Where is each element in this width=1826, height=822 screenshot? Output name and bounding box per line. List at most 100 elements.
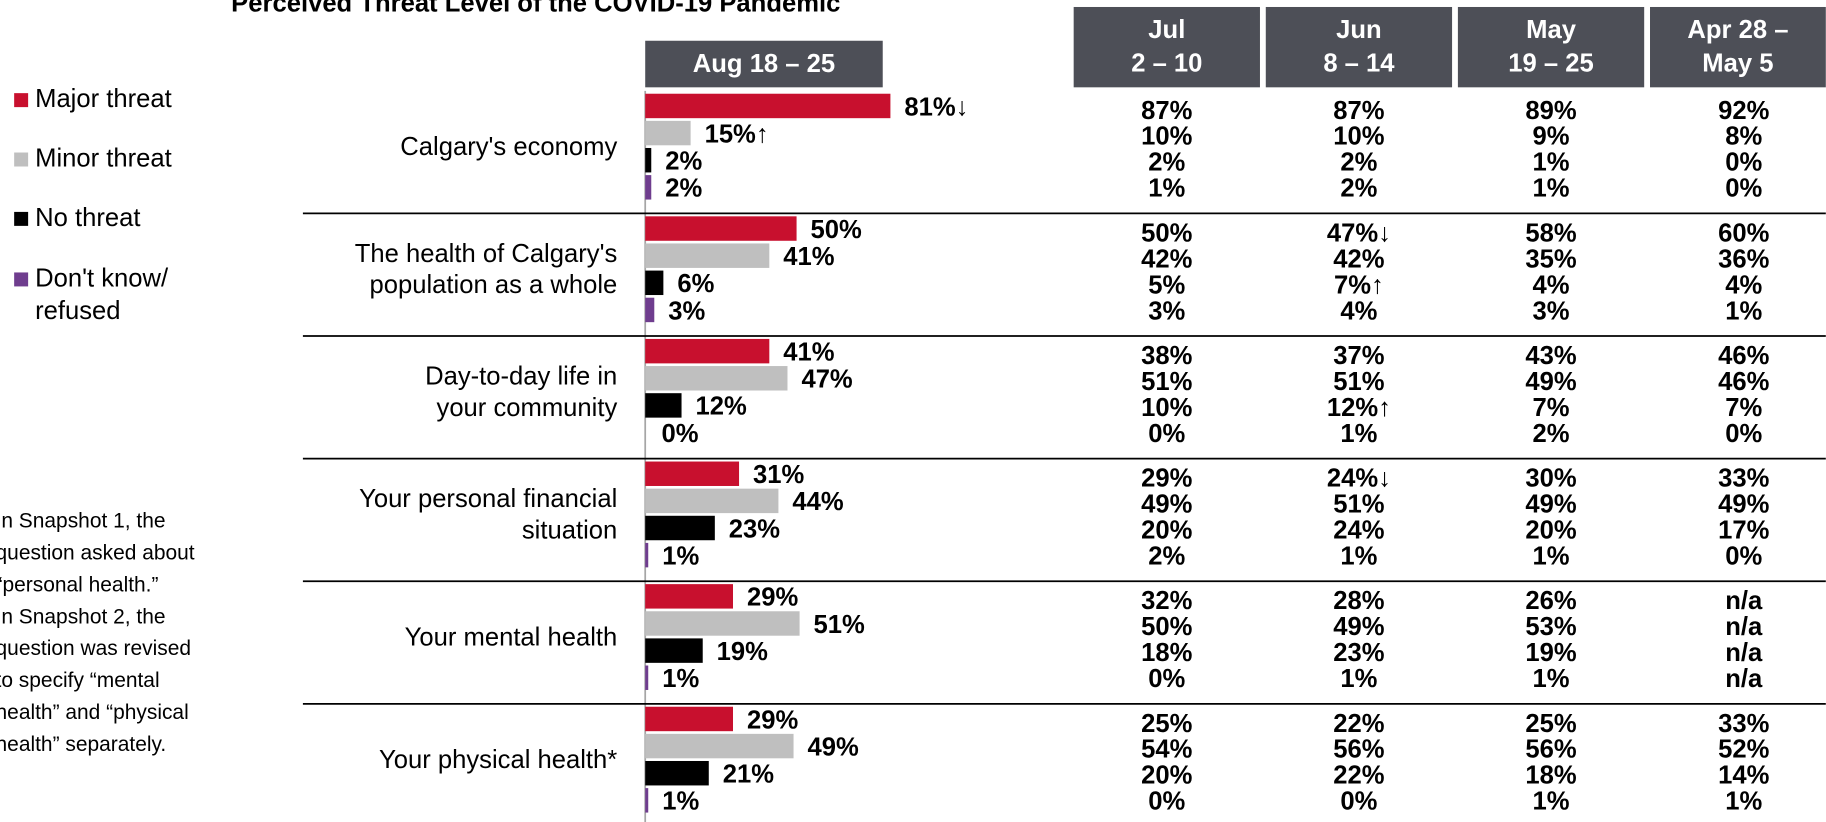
column-header: Jun 8 – 14	[1323, 16, 1395, 78]
table-cell: 1%	[1533, 174, 1570, 202]
value-label: 47%	[801, 365, 852, 393]
table-cell: 1%	[1340, 420, 1377, 448]
table-cell: 3%	[1148, 297, 1185, 325]
table-cell: 20%	[1141, 516, 1192, 544]
bar	[645, 665, 649, 690]
table-cell: 32%	[1141, 587, 1192, 615]
value-label: 41%	[783, 338, 834, 366]
bar	[645, 733, 794, 759]
table-cell: 1%	[1725, 787, 1762, 815]
table-cell: 19%	[1525, 639, 1576, 667]
table-cell: 24%	[1333, 516, 1384, 544]
table-cell: 22%	[1333, 761, 1384, 789]
value-label: 41%	[783, 243, 834, 271]
table-cell: 0%	[1340, 787, 1377, 815]
table-cell: 51%	[1141, 368, 1192, 396]
table-cell: 37%	[1333, 342, 1384, 370]
value-label: 2%	[665, 147, 702, 175]
table-cell: 60%	[1718, 219, 1769, 247]
table-cell: n/a	[1725, 665, 1763, 693]
legend-label: Don't know/refused	[35, 264, 169, 325]
table-cell: 35%	[1525, 245, 1576, 273]
value-label: 29%	[747, 706, 798, 734]
table-cell: 5%	[1148, 271, 1185, 299]
table-cell: 2%	[1533, 420, 1570, 448]
table-cell: 0%	[1148, 665, 1185, 693]
table-cell: 22%	[1333, 710, 1384, 738]
bar	[645, 611, 800, 636]
table-cell: 4%	[1533, 271, 1570, 299]
bar	[645, 706, 733, 732]
table-cell: 25%	[1141, 710, 1192, 738]
bar	[645, 338, 770, 364]
bar	[645, 788, 649, 813]
table-cell: 49%	[1718, 490, 1769, 518]
table-cell: 24%↓	[1327, 464, 1391, 492]
table-cell: 1%	[1533, 148, 1570, 176]
bar	[645, 515, 715, 541]
table-cell: 8%	[1725, 123, 1762, 151]
bar	[645, 366, 788, 391]
table-cell: 50%	[1141, 613, 1192, 641]
table-cell: 1%	[1533, 542, 1570, 570]
table-cell: 49%	[1525, 490, 1576, 518]
value-label: 29%	[747, 583, 798, 611]
table-cell: 42%	[1141, 245, 1192, 273]
table-cell: 1%	[1533, 665, 1570, 693]
bar	[645, 120, 691, 146]
legend-label: Major threat	[35, 85, 172, 113]
category-label: The health of Calgary's population as a w…	[355, 240, 618, 299]
header-box	[645, 40, 883, 88]
header-box	[1073, 6, 1260, 88]
value-label: 49%	[808, 733, 859, 761]
bar	[645, 638, 703, 663]
value-label: 31%	[753, 461, 804, 489]
value-label: 23%	[729, 515, 780, 543]
value-label: 1%	[662, 787, 699, 815]
table-cell: 30%	[1525, 464, 1576, 492]
column-header: Jul 2 – 10	[1131, 16, 1202, 78]
value-label: 19%	[717, 638, 768, 666]
table-cell: 1%	[1725, 297, 1762, 325]
category-label: Calgary's economy	[400, 133, 617, 161]
column-header: Apr 28 – May 5	[1687, 16, 1788, 78]
table-cell: 10%	[1141, 394, 1192, 422]
bar	[645, 584, 733, 609]
bar	[645, 243, 770, 268]
value-label: 15%↑	[705, 120, 769, 148]
table-cell: 51%	[1333, 368, 1384, 396]
table-cell: 1%	[1148, 174, 1185, 202]
table-cell: n/a	[1725, 587, 1763, 615]
value-label: 1%	[662, 665, 699, 693]
table-cell: 92%	[1718, 97, 1769, 125]
table-cell: 53%	[1525, 613, 1576, 641]
table-cell: 23%	[1333, 639, 1384, 667]
table-cell: 51%	[1333, 490, 1384, 518]
value-label: 2%	[665, 174, 702, 202]
legend-swatch	[14, 93, 29, 108]
table-cell: 2%	[1148, 148, 1185, 176]
bar	[645, 297, 655, 323]
table-cell: 7%	[1533, 394, 1570, 422]
value-label: 1%	[662, 542, 699, 570]
value-label: 51%	[814, 611, 865, 639]
table-cell: 2%	[1340, 148, 1377, 176]
value-label: 21%	[723, 760, 774, 788]
table-cell: 3%	[1533, 297, 1570, 325]
bar	[645, 542, 649, 568]
header-box	[1265, 6, 1453, 88]
header-label: Aug 18 – 25	[693, 50, 835, 78]
value-label: 12%	[696, 393, 747, 421]
table-cell: 33%	[1718, 464, 1769, 492]
table-cell: 12%↑	[1327, 394, 1391, 422]
bar	[645, 760, 709, 786]
table-cell: 28%	[1333, 587, 1384, 615]
bar	[645, 93, 891, 119]
bar	[645, 488, 779, 514]
table-cell: 54%	[1141, 736, 1192, 764]
table-cell: 89%	[1525, 97, 1576, 125]
table-cell: 1%	[1533, 787, 1570, 815]
column-header: May 19 – 25	[1508, 16, 1593, 78]
